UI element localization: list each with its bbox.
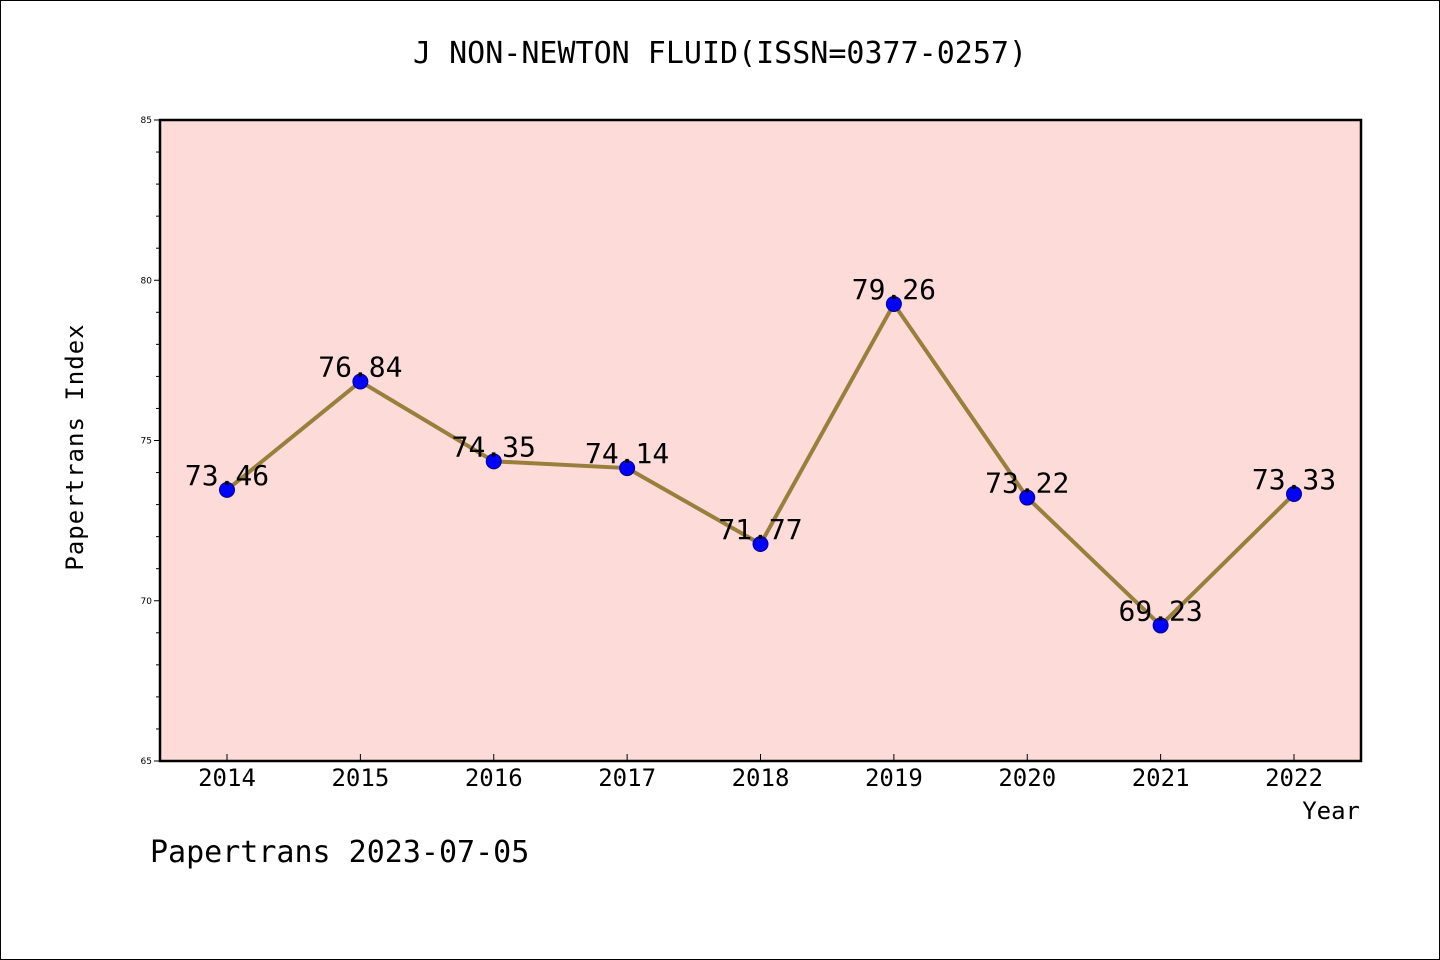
data-point: [1152, 617, 1169, 634]
y-tick-label: 70: [141, 597, 153, 607]
data-point: [885, 295, 902, 312]
plot-border: [158, 118, 1363, 763]
x-tick-label: 2015: [331, 764, 389, 792]
data-label: 76.84: [318, 351, 402, 384]
x-tick-label: 2021: [1132, 764, 1190, 792]
y-tick-label: 80: [141, 276, 153, 286]
data-point: [485, 453, 502, 470]
data-point: [1286, 486, 1302, 503]
y-tick-label: 85: [141, 116, 152, 126]
y-axis-label: Papertrans Index: [61, 323, 89, 571]
x-tick-label: 2014: [198, 764, 256, 792]
x-tick-label: 2018: [732, 764, 790, 792]
data-point: [619, 460, 636, 477]
data-label: 73.22: [985, 467, 1069, 500]
data-label: 73.46: [185, 459, 269, 492]
data-point: [352, 373, 369, 390]
y-tick-label: 65: [141, 757, 152, 767]
data-label: 74.14: [585, 437, 669, 470]
x-tick-label: 2022: [1265, 764, 1323, 792]
data-label: 71.77: [718, 513, 802, 546]
x-tick-label: 2019: [865, 764, 923, 792]
data-point: [1019, 489, 1036, 506]
data-label: 79.26: [852, 273, 936, 306]
plot-area: [160, 120, 1361, 761]
y-tick-label: 75: [141, 437, 152, 447]
chart-title: J NON-NEWTON FLUID(ISSN=0377-0257): [412, 36, 1028, 71]
data-label: 73.33: [1252, 463, 1336, 496]
data-label: 74.35: [452, 430, 536, 463]
data-point: [219, 481, 235, 498]
x-tick-label: 2020: [998, 764, 1056, 792]
footer-text: Papertrans 2023-07-05: [150, 835, 530, 870]
x-tick-label: 2016: [465, 764, 523, 792]
data-point: [752, 536, 769, 553]
data-label: 69.23: [1118, 594, 1202, 627]
x-tick-label: 2017: [598, 764, 656, 792]
x-axis-label: Year: [1302, 797, 1360, 825]
